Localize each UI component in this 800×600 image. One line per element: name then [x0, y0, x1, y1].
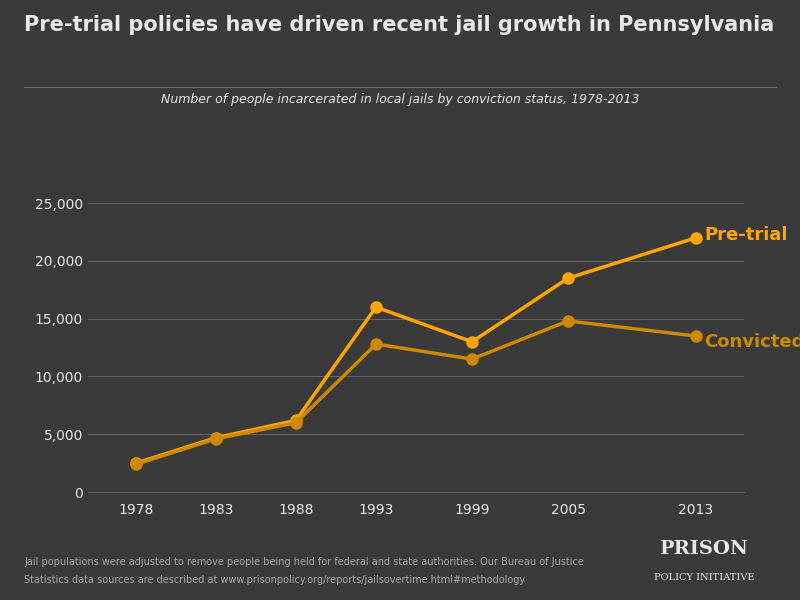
- Text: Jail populations were adjusted to remove people being held for federal and state: Jail populations were adjusted to remove…: [24, 557, 584, 567]
- Text: Pre-trial policies have driven recent jail growth in Pennsylvania: Pre-trial policies have driven recent ja…: [24, 15, 774, 35]
- Text: Statistics data sources are described at www.prisonpolicy.org/reports/jailsovert: Statistics data sources are described at…: [24, 575, 525, 585]
- Text: Pre-trial: Pre-trial: [704, 226, 787, 244]
- Text: POLICY INITIATIVE: POLICY INITIATIVE: [654, 573, 754, 582]
- Text: Convicted: Convicted: [704, 333, 800, 351]
- Text: PRISON: PRISON: [659, 540, 749, 558]
- Text: Number of people incarcerated in local jails by conviction status, 1978-2013: Number of people incarcerated in local j…: [161, 93, 639, 106]
